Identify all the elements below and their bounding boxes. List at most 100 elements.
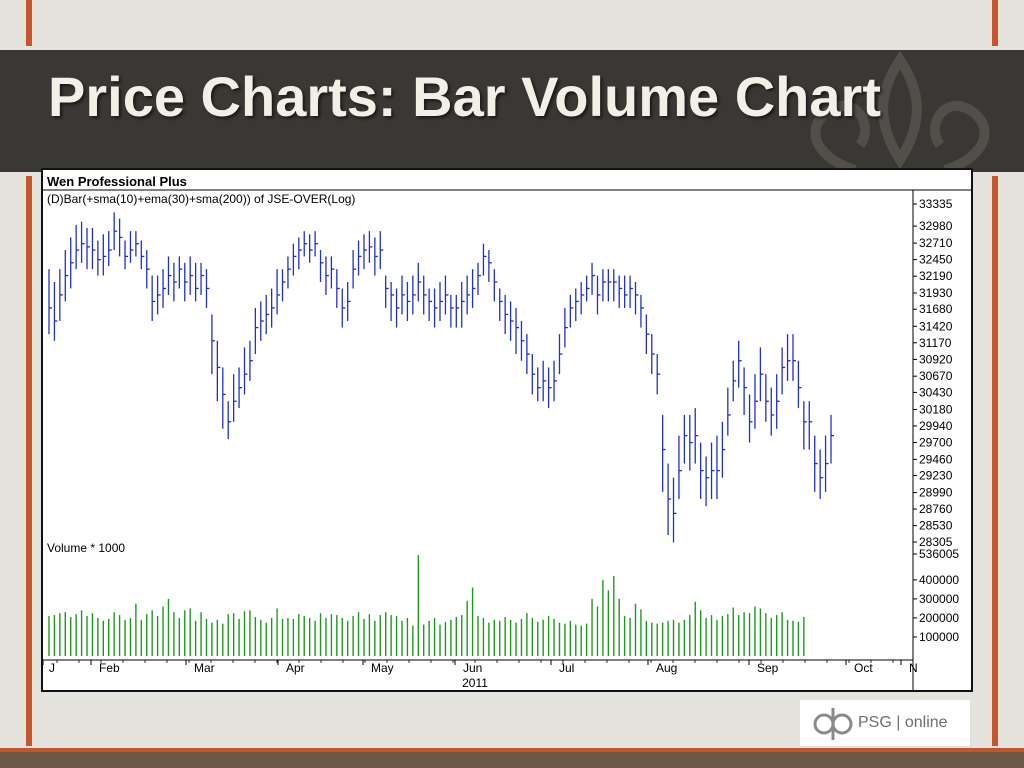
price-bar: [216, 340, 221, 402]
left-accent-stripe: [26, 0, 32, 46]
price-bar: [238, 367, 243, 409]
volume-tick-label: 100000: [919, 630, 959, 644]
price-bar: [336, 269, 340, 308]
price-bar: [140, 240, 145, 270]
price-bar: [667, 463, 672, 536]
price-bar: [70, 237, 74, 289]
price-bar: [341, 288, 346, 328]
price-bar: [80, 221, 85, 263]
price-bar: [564, 307, 568, 348]
price-bar: [357, 240, 362, 276]
price-tick-label: 28305: [919, 535, 953, 549]
price-bar: [814, 435, 818, 492]
price-tick-label: 31420: [919, 319, 953, 333]
psg-logo: PSG | online: [800, 700, 970, 746]
price-tick-label: 32980: [919, 219, 953, 233]
price-bar: [520, 321, 525, 361]
price-bar: [91, 228, 96, 270]
chart-title: Wen Professional Plus: [47, 174, 187, 189]
logo-text: PSG | online: [858, 714, 948, 731]
price-bar: [700, 442, 704, 500]
price-tick-label: 30920: [919, 352, 953, 366]
price-bar: [808, 401, 813, 450]
x-tick-label: Mar: [194, 661, 215, 675]
price-bar: [558, 334, 563, 375]
price-bar: [167, 256, 172, 295]
x-tick-label: N: [909, 661, 918, 675]
price-bar: [591, 262, 596, 295]
price-tick-label: 29230: [919, 469, 953, 483]
price-volume-chart: Wen Professional Plus (D)Bar(+sma(10)+em…: [43, 174, 971, 690]
right-accent-stripe: [992, 0, 998, 46]
price-bar: [569, 294, 574, 328]
price-bar: [499, 288, 503, 322]
volume-tick-label: 300000: [919, 592, 959, 606]
price-bar: [146, 250, 150, 289]
price-bar: [727, 387, 731, 436]
price-bar: [542, 360, 547, 402]
price-bar: [613, 269, 617, 302]
price-bar: [303, 231, 308, 257]
price-bar: [211, 314, 215, 375]
price-bar: [113, 212, 118, 251]
price-bar: [118, 218, 123, 257]
volume-tick-label: 200000: [919, 611, 959, 625]
price-bar: [531, 354, 536, 395]
price-bar: [776, 374, 780, 429]
price-bar: [309, 234, 313, 263]
price-bar: [243, 347, 248, 395]
price-bar: [466, 275, 471, 315]
price-bar: [830, 414, 834, 464]
price-bar: [651, 334, 655, 375]
price-bar: [412, 275, 416, 315]
price-bar: [281, 269, 286, 302]
psg-emblem-icon: [813, 708, 853, 740]
right-accent-stripe-lower: [992, 176, 998, 746]
price-bar: [721, 421, 726, 478]
price-bar: [732, 360, 737, 402]
slide-title: Price Charts: Bar Volume Chart: [48, 65, 881, 128]
price-bar: [553, 360, 558, 402]
price-bar: [439, 282, 443, 322]
price-bar: [824, 435, 829, 492]
chart-subtitle: (D)Bar(+sma(10)+ema(30)+sma(200)) of JSE…: [47, 192, 355, 206]
price-bar: [634, 282, 639, 315]
price-tick-label: 29460: [919, 452, 953, 466]
price-bar: [607, 269, 612, 302]
price-tick-label: 31930: [919, 286, 953, 300]
price-bar: [151, 275, 156, 322]
price-bar: [477, 262, 482, 295]
price-bar: [108, 231, 112, 266]
price-bar: [765, 374, 769, 422]
price-bar: [575, 288, 579, 322]
volume-tick-label: 536005: [919, 547, 959, 561]
price-bar: [249, 340, 253, 381]
price-bar: [395, 288, 400, 328]
price-bar: [662, 414, 666, 492]
price-bar: [547, 367, 552, 409]
price-bar: [585, 275, 590, 302]
price-bar: [222, 367, 226, 429]
price-bar: [710, 442, 715, 500]
price-bar: [509, 301, 514, 341]
x-tick-label: Oct: [854, 661, 873, 675]
price-bar: [156, 275, 161, 315]
price-bar: [743, 367, 748, 415]
x-tick-label: May: [371, 661, 394, 675]
price-bar: [678, 435, 682, 500]
price-bar: [352, 250, 357, 289]
price-bar: [314, 231, 319, 257]
price-bar: [227, 401, 232, 440]
price-bar: [287, 256, 291, 289]
x-tick-label: Aug: [656, 661, 677, 675]
price-bar: [433, 288, 438, 328]
price-bar: [428, 288, 433, 322]
price-bar: [580, 282, 585, 315]
price-tick-label: 32450: [919, 253, 953, 267]
price-tick-label: 32190: [919, 269, 953, 283]
price-bar: [48, 269, 52, 335]
price-bar: [379, 231, 384, 270]
price-bar: [75, 224, 80, 270]
price-bar: [325, 256, 329, 295]
price-bar: [819, 449, 824, 500]
